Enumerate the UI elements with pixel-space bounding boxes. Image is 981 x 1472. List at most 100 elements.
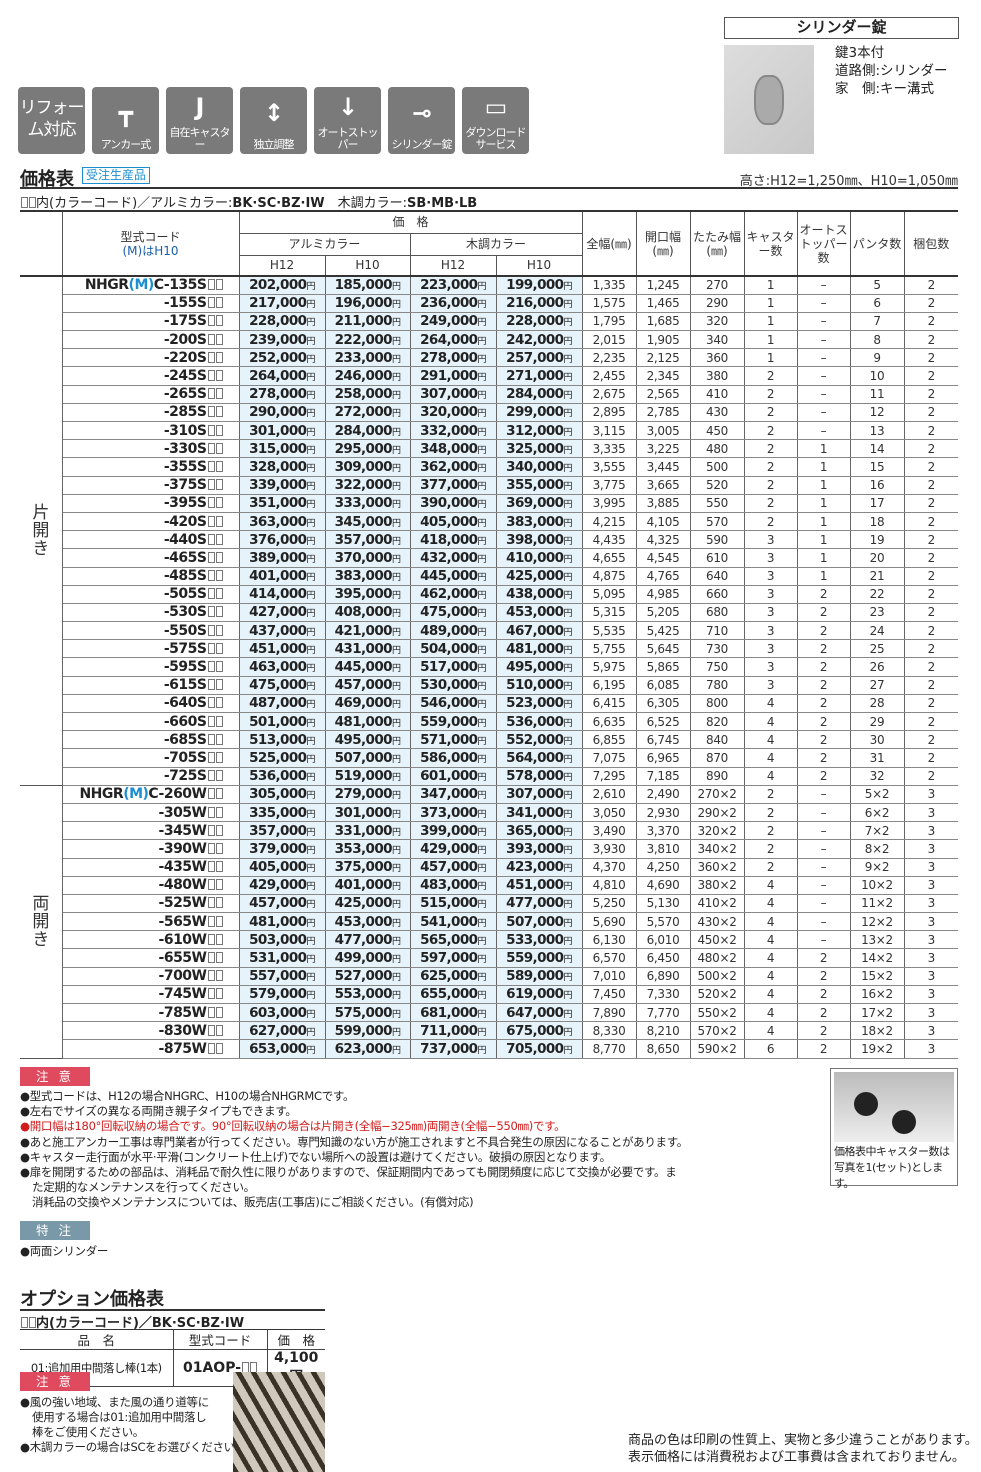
price-cell: 395,000円 [324, 585, 411, 604]
width-cell: 6,415 [581, 694, 637, 714]
width-cell: 7,890 [581, 1003, 637, 1023]
stopper-count-cell: – [796, 839, 851, 859]
price-table: 型式コード (M)はH10 価 格 全幅(㎜) 開口幅(㎜) たたみ幅(㎜) キャスター数… [20, 212, 959, 1059]
fold-width-cell: 590×2 [689, 1039, 745, 1059]
table-row: -655W 531,000円 499,000円 597,000円 559,000円 6,5… [20, 948, 959, 968]
header-h12: H12 [409, 255, 497, 277]
price-cell: 312,000円 [495, 421, 583, 441]
caster-count-cell: 4 [743, 894, 798, 914]
caster-count-cell: 4 [743, 712, 798, 732]
caster-count-cell: 2 [743, 476, 798, 495]
cylinder-title: シリンダー錠 [724, 17, 959, 39]
panta-count-cell: 9×2 [849, 858, 905, 877]
price-cell: 375,000円 [324, 858, 411, 877]
note-text: 内(カラーコード)／アルミカラー: [36, 196, 233, 211]
width-cell: 5,095 [581, 585, 637, 604]
price-cell: 503,000円 [238, 930, 326, 950]
width-cell: 7,295 [581, 767, 637, 786]
stopper-count-cell: – [796, 930, 851, 950]
panta-count-cell: 29 [849, 712, 905, 732]
table-row: -155S 217,000円 196,000円 236,000円 216,000円 1,5… [20, 294, 959, 313]
table-row: -745W 579,000円 553,000円 655,000円 619,000円 7,4… [20, 985, 959, 1005]
open-width-cell: 4,325 [635, 530, 691, 550]
open-width-cell: 4,105 [635, 512, 691, 532]
panta-count-cell: 9 [849, 348, 905, 368]
open-width-cell: 3,445 [635, 457, 691, 477]
price-cell: 335,000円 [238, 803, 326, 823]
page-title: 価格表 [20, 169, 74, 190]
price-cell: 705,000円 [495, 1039, 583, 1059]
code-text: 01AOP- [182, 1360, 242, 1376]
stopper-count-cell: – [796, 294, 851, 313]
width-cell: 4,875 [581, 567, 637, 586]
panta-count-cell: 31 [849, 748, 905, 768]
fold-width-cell: 520 [689, 476, 745, 495]
width-cell: 2,675 [581, 385, 637, 404]
gate-photo [233, 1372, 325, 1472]
caster-count-cell: 2 [743, 439, 798, 459]
open-width-cell: 4,690 [635, 876, 691, 895]
stopper-count-cell: – [796, 421, 851, 441]
fold-width-cell: 320 [689, 312, 745, 332]
price-cell: 625,000円 [409, 967, 497, 986]
caster-count-cell: 1 [743, 330, 798, 350]
divider [20, 1309, 325, 1311]
table-row: -565W 481,000円 453,000円 541,000円 507,000円 5,6… [20, 912, 959, 932]
price-cell: 481,000円 [238, 912, 326, 932]
model-code: -310S [61, 421, 240, 441]
width-cell: 7,075 [581, 748, 637, 768]
note: た定期的なメンテナンスを行ってください。 [32, 1180, 255, 1195]
fold-width-cell: 340×2 [689, 839, 745, 859]
pack-count-cell: 2 [903, 366, 959, 386]
price-cell: 414,000円 [238, 585, 326, 604]
price-cell: 533,000円 [495, 930, 583, 950]
header-h10: H10 [495, 255, 583, 277]
price-cell: 655,000円 [409, 985, 497, 1005]
fold-width-cell: 570×2 [689, 1021, 745, 1041]
pack-count-cell: 2 [903, 439, 959, 459]
model-code: -440S [61, 530, 240, 550]
table-row: -725S 536,000円 519,000円 601,000円 578,000円 7,2… [20, 767, 959, 786]
table-row: -610W 503,000円 477,000円 565,000円 533,000円 6,1… [20, 930, 959, 950]
price-cell: 559,000円 [409, 712, 497, 732]
stopper-count-cell: – [796, 403, 851, 423]
header-fold: たたみ幅(㎜) [689, 212, 745, 277]
option-title: オプション価格表 [20, 1289, 164, 1310]
price-cell: 242,000円 [495, 330, 583, 350]
pack-count-cell: 3 [903, 912, 959, 932]
header-open: 開口幅(㎜) [635, 212, 691, 277]
fold-width-cell: 340 [689, 330, 745, 350]
model-code: -575S [61, 639, 240, 659]
fold-width-cell: 840 [689, 730, 745, 750]
header-code: 型式コード [120, 229, 181, 244]
price-cell: 264,000円 [238, 366, 326, 386]
price-cell: 565,000円 [409, 930, 497, 950]
panta-count-cell: 7 [849, 312, 905, 332]
price-cell: 290,000円 [238, 403, 326, 423]
price-cell: 579,000円 [238, 985, 326, 1005]
width-cell: 5,690 [581, 912, 637, 932]
fold-width-cell: 270×2 [689, 785, 745, 804]
price-cell: 405,000円 [238, 858, 326, 877]
footer-line: 表示価格には消費税および工事費は含まれておりません。 [628, 1450, 965, 1465]
price-cell: 345,000円 [324, 512, 411, 532]
panta-count-cell: 7×2 [849, 821, 905, 841]
pack-count-cell: 3 [903, 967, 959, 986]
model-code: -660S [61, 712, 240, 732]
fold-width-cell: 610 [689, 548, 745, 568]
icon-glyph: ┳ [118, 98, 133, 127]
price-cell: 603,000円 [238, 1003, 326, 1023]
price-cell: 463,000円 [238, 657, 326, 677]
open-width-cell: 5,130 [635, 894, 691, 914]
price-cell: 552,000円 [495, 730, 583, 750]
price-cell: 279,000円 [324, 785, 411, 804]
price-cell: 432,000円 [409, 548, 497, 568]
model-code: -265S [61, 385, 240, 404]
price-cell: 429,000円 [409, 839, 497, 859]
caster-count-cell: 3 [743, 567, 798, 586]
stopper-count-cell: 2 [796, 621, 851, 641]
panta-count-cell: 6×2 [849, 803, 905, 823]
model-code: NHGR(M)C-135S [61, 276, 240, 295]
price-cell: 351,000円 [238, 494, 326, 513]
pack-count-cell: 2 [903, 712, 959, 732]
